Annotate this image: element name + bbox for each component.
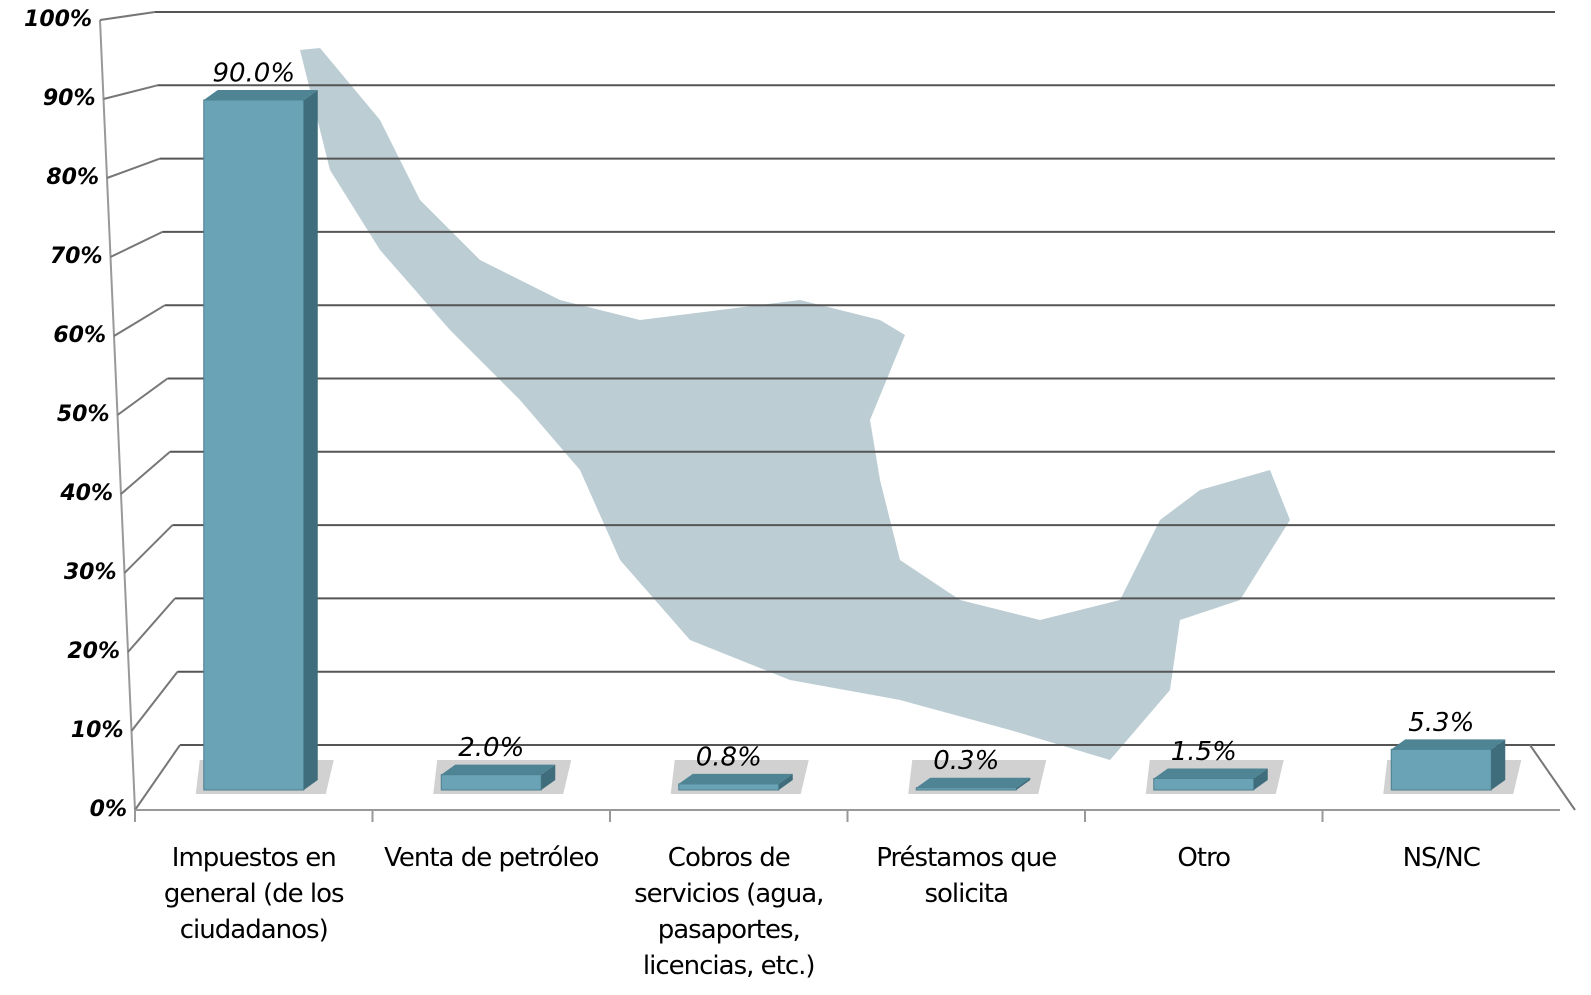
x-tick-label: NS/NC	[1402, 843, 1481, 873]
y-tick-label: 100%	[24, 7, 92, 32]
grid-line	[103, 84, 158, 100]
bar	[1390, 748, 1492, 791]
bar	[1153, 777, 1255, 791]
y-tick-label: 70%	[50, 244, 103, 269]
bar-top	[916, 777, 1031, 788]
value-label: 2.0%	[458, 733, 524, 763]
bar	[678, 783, 780, 791]
bar-side	[541, 764, 556, 790]
bar	[915, 787, 1017, 791]
grid-line	[116, 377, 169, 416]
grid-line	[123, 524, 174, 574]
grid-line	[130, 671, 179, 732]
value-label: 0.3%	[933, 746, 999, 776]
y-tick-label: 10%	[71, 718, 124, 743]
grid-line	[120, 451, 171, 495]
y-tick-label: 40%	[59, 481, 113, 506]
value-label: 1.5%	[1171, 737, 1237, 767]
y-tick-label: 80%	[46, 165, 99, 190]
y-tick-label: 30%	[64, 560, 117, 585]
bar	[203, 99, 305, 791]
bar-side	[303, 89, 318, 791]
x-tick-label: Cobros de servicios (agua, pasaportes, l…	[634, 843, 824, 981]
y-tick-label: 60%	[53, 323, 106, 348]
value-label: 90.0%	[212, 58, 295, 88]
floor-edge	[1529, 744, 1576, 811]
x-tick-label: Venta de petróleo	[384, 843, 599, 873]
map-background	[300, 48, 1290, 760]
grid-line	[99, 11, 156, 21]
bar-side	[1253, 768, 1268, 790]
y-tick-label: 20%	[67, 639, 120, 664]
y-tick-label: 50%	[57, 402, 110, 427]
bar-top	[678, 773, 793, 784]
grid-line	[127, 597, 176, 653]
y-tick-label: 90%	[43, 86, 96, 111]
bar-top	[203, 89, 318, 100]
y-tick-label: 0%	[90, 797, 127, 822]
bar-top	[441, 764, 556, 775]
grid-line	[134, 744, 181, 811]
bar	[440, 774, 542, 791]
bar-side	[778, 773, 793, 790]
grid-line	[113, 304, 166, 337]
grid-line	[110, 230, 163, 258]
x-tick-label: Impuestos en general (de los ciudadanos)	[163, 843, 345, 945]
bar-side	[1491, 739, 1506, 790]
grid-line	[106, 157, 161, 179]
x-tick-label: Otro	[1177, 843, 1231, 873]
x-tick-label: Préstamos que solicita	[876, 843, 1057, 909]
value-label: 5.3%	[1408, 708, 1474, 738]
bar-top	[1391, 739, 1506, 750]
value-label: 0.8%	[696, 742, 762, 772]
bar-top	[1153, 768, 1268, 779]
bar-side	[1016, 777, 1031, 790]
